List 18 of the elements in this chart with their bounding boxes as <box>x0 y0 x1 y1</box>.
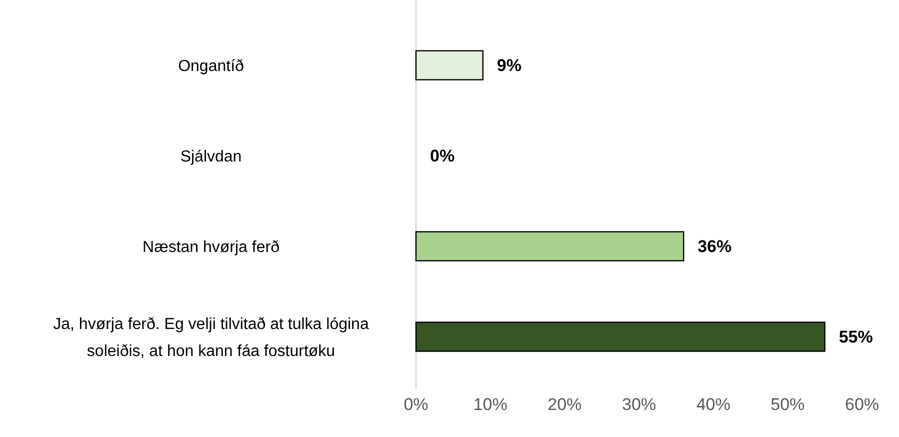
y-tick-label: Ja, hvørja ferð. Eg velji tilvitað at tulka lógina soleiðis, at hon kann fáa fosturtøku <box>53 316 369 360</box>
bar <box>415 231 684 262</box>
y-tick-label: Sjálvdan <box>180 148 242 166</box>
bar <box>415 50 484 80</box>
x-tick-label: 10% <box>473 395 508 414</box>
x-tick-label: 50% <box>770 395 805 414</box>
y-tick-label: Ongantíð <box>178 58 244 75</box>
data-label: 55% <box>838 328 873 347</box>
x-tick-label: 20% <box>548 395 582 414</box>
data-label: 0% <box>430 146 455 166</box>
x-tick-label: 40% <box>696 395 730 414</box>
data-label: 36% <box>698 237 732 256</box>
bar <box>415 322 826 352</box>
y-tick-label: Næstan hvørja ferð <box>142 238 280 256</box>
x-tick-label: 30% <box>622 395 656 414</box>
x-tick-label: 0% <box>404 395 428 414</box>
data-label: 9% <box>496 56 522 76</box>
x-tick-label: 60% <box>844 395 880 414</box>
